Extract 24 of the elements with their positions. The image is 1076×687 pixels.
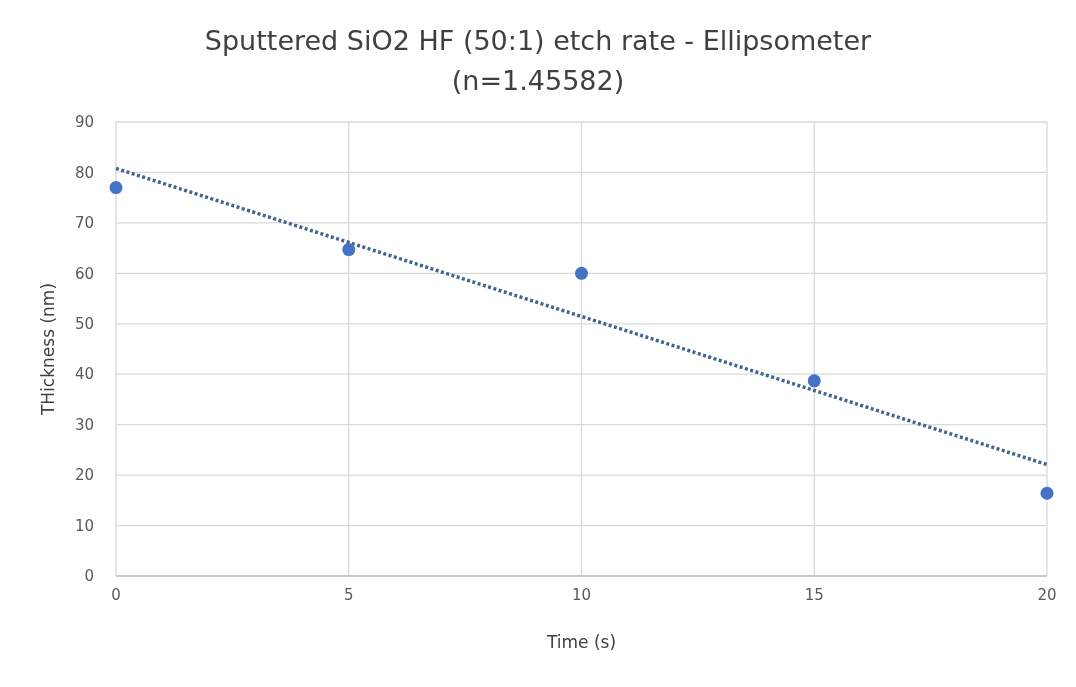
- x-tick-label: 0: [111, 586, 121, 604]
- chart-title: Sputtered SiO2 HF (50:1) etch rate - Ellipsometer: [204, 25, 873, 56]
- y-tick-label: 30: [74, 415, 94, 434]
- point: [807, 374, 821, 388]
- y-tick-label: 10: [74, 516, 94, 535]
- y-tick-label: 80: [74, 163, 94, 182]
- x-tick-label: 10: [571, 586, 592, 604]
- y-axis-title: THickness (nm): [38, 282, 58, 417]
- x-tick-label: 20: [1037, 586, 1057, 604]
- point: [342, 243, 356, 257]
- x-tick-label: 5: [343, 586, 354, 604]
- y-tick-label: 90: [74, 113, 94, 132]
- y-tick-label: 70: [74, 214, 94, 233]
- x-tick-label: 15: [804, 586, 824, 604]
- y-tick-label: 60: [74, 264, 94, 283]
- x-axis-title: Time (s): [545, 632, 617, 652]
- y-tick-label: 20: [74, 466, 94, 485]
- chart-subtitle: (n=1.45582): [451, 65, 625, 96]
- y-tick-label: 50: [74, 315, 94, 334]
- point: [109, 181, 123, 195]
- y-tick-label: 0: [84, 567, 94, 586]
- point: [1040, 486, 1054, 500]
- y-tick-label: 40: [74, 365, 94, 384]
- point: [575, 266, 588, 280]
